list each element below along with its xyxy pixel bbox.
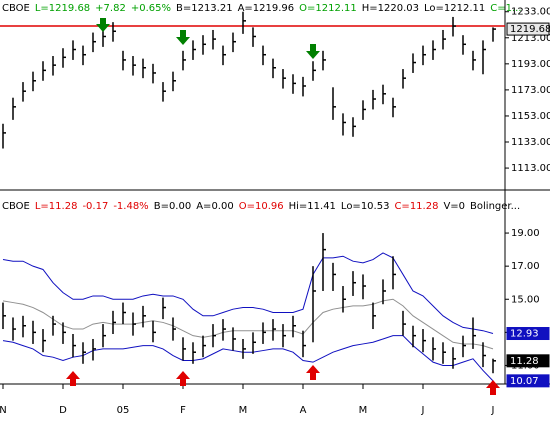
y-tick-label: 1153.00 — [511, 111, 550, 122]
up-arrow — [486, 380, 500, 395]
y-tick-label: 19.00 — [511, 228, 540, 239]
x-tick-label: A — [300, 405, 307, 416]
header-item: L=11.28 — [35, 201, 78, 212]
last-value-label: 10.07 — [510, 376, 539, 387]
last-value-box — [506, 22, 550, 36]
x-tick-label: J — [421, 405, 425, 416]
last-value-label: 11.28 — [510, 356, 539, 367]
x-tick-label: J — [491, 405, 495, 416]
last-value-label: 12.93 — [510, 329, 539, 340]
x-tick-label: 05 — [117, 405, 130, 416]
band-lower — [2, 335, 494, 382]
header: CBOE L=1219.68 +7.82 +0.65% B=1213.21 A=1219.… — [2, 3, 522, 14]
up-arrow — [306, 365, 320, 380]
last-value-box — [506, 354, 550, 368]
x-tick-label: D — [59, 405, 67, 416]
header-item: A=1219.96 — [238, 3, 295, 14]
x-tick-label: M — [359, 405, 368, 416]
header-item: -0.17 — [82, 201, 108, 212]
header-item: CBOE — [2, 201, 30, 212]
header-item: Bolinger... — [470, 201, 520, 212]
y-tick-label: 1213.00 — [511, 33, 550, 44]
y-tick-label: 1113.00 — [511, 163, 550, 174]
header-item: H=1220.03 — [362, 3, 419, 14]
y-tick-label: 1173.00 — [511, 85, 550, 96]
signal-arrows — [66, 18, 500, 395]
y-tick-label: 1133.00 — [511, 137, 550, 148]
header-item: O=1212.11 — [299, 3, 357, 14]
header-item: Hi=11.41 — [289, 201, 336, 212]
y-tick-label: 1193.00 — [511, 59, 550, 70]
header-item: L=1219.68 — [35, 3, 90, 14]
y-tick-label: 17.00 — [511, 261, 540, 272]
header-item: C=1... — [490, 3, 521, 14]
y-tick-label: 1233.00 — [511, 7, 550, 18]
header-item: C=11.28 — [394, 201, 438, 212]
header-item: Lo=10.53 — [341, 201, 390, 212]
x-tick-label: F — [180, 405, 186, 416]
band-middle — [2, 298, 494, 350]
header-item: A=0.00 — [196, 201, 234, 212]
header-item: B=0.00 — [154, 201, 192, 212]
down-arrow — [306, 44, 320, 59]
down-arrow — [96, 18, 110, 32]
x-tick-label: M — [239, 405, 248, 416]
last-value-box — [506, 374, 550, 388]
last-value-label: 1219.68 — [510, 24, 550, 35]
up-arrow — [176, 371, 190, 386]
header-item: Lo=1212.11 — [424, 3, 485, 14]
header-item: CBOE — [2, 3, 30, 14]
last-value-box — [506, 327, 550, 341]
y-tick-label: 15.00 — [511, 294, 540, 305]
header: CBOE L=11.28 -0.17 -1.48% B=0.00 A=0.00 O=10.9… — [2, 201, 520, 212]
header-item: B=1213.21 — [176, 3, 233, 14]
header-item: +0.65% — [131, 3, 171, 14]
up-arrow — [66, 371, 80, 386]
header-item: +7.82 — [95, 3, 126, 14]
x-tick-label: N — [0, 405, 7, 416]
band-upper — [2, 252, 494, 334]
down-arrow — [176, 30, 190, 45]
header-item: V=0 — [443, 201, 465, 212]
header-item: O=10.96 — [239, 201, 284, 212]
header-item: -1.48% — [113, 201, 148, 212]
